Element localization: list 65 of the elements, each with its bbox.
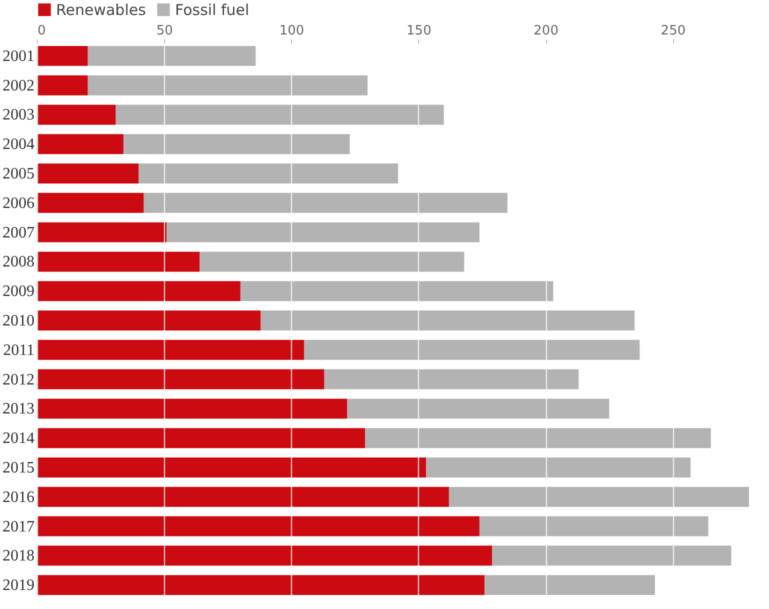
bar <box>37 369 324 390</box>
x-tick-label: 250 <box>660 24 686 38</box>
y-tick-label: 2015 <box>2 459 34 476</box>
bar <box>260 310 635 330</box>
bar <box>166 222 480 242</box>
bar <box>448 486 749 507</box>
bar <box>88 75 368 96</box>
y-tick-label: 2012 <box>2 371 34 388</box>
x-tick-label: 200 <box>534 24 558 38</box>
bar <box>37 192 144 213</box>
x-tick-label: 50 <box>156 24 173 38</box>
bar <box>37 134 124 154</box>
bar <box>37 546 492 566</box>
y-tick-label: 2011 <box>3 342 34 359</box>
bar <box>37 428 366 448</box>
y-tick-label: 2016 <box>2 488 34 506</box>
bar <box>37 340 304 360</box>
bar <box>116 104 444 125</box>
bar <box>37 486 449 507</box>
bar <box>347 398 610 419</box>
x-tick-label: 0 <box>38 24 46 38</box>
y-tick-label: 2002 <box>2 77 34 94</box>
y-tick-label: 2004 <box>2 136 34 154</box>
bar <box>144 192 508 213</box>
y-tick-label: 2006 <box>2 194 34 212</box>
bar <box>37 575 485 596</box>
bar <box>37 310 261 330</box>
legend-label: Renewables <box>56 0 146 19</box>
y-tick-label: 2019 <box>2 577 34 594</box>
bar <box>123 134 350 154</box>
y-tick-label: 2014 <box>2 430 34 448</box>
y-tick-label: 2001 <box>2 48 34 65</box>
y-tick-label: 2017 <box>2 518 34 536</box>
x-tick-label: 100 <box>279 24 304 38</box>
bar <box>37 104 116 125</box>
legend-label: Fossil fuel <box>175 0 250 19</box>
bar <box>37 281 240 302</box>
bar <box>365 428 711 448</box>
bar <box>37 457 426 478</box>
bar <box>304 340 640 360</box>
bar <box>479 516 708 536</box>
bar <box>324 369 579 390</box>
bar <box>200 252 464 272</box>
bar <box>37 516 480 536</box>
bar <box>138 164 398 184</box>
x-tick-label: 150 <box>406 24 432 38</box>
bar <box>37 164 139 184</box>
bar <box>240 281 554 302</box>
y-tick-label: 2018 <box>2 548 34 565</box>
bar <box>37 222 167 242</box>
bar <box>37 75 88 96</box>
bar <box>88 46 256 66</box>
bar <box>37 398 348 419</box>
bar <box>37 46 88 66</box>
y-tick-label: 2007 <box>2 224 34 242</box>
y-tick-label: 2003 <box>2 106 34 124</box>
bar <box>492 546 732 566</box>
bar <box>426 457 691 478</box>
y-tick-label: 2009 <box>2 283 34 300</box>
y-tick-label: 2008 <box>2 254 34 271</box>
bar <box>484 575 655 596</box>
y-tick-label: 2010 <box>2 312 34 330</box>
bar <box>37 252 200 272</box>
y-tick-label: 2013 <box>2 400 34 418</box>
y-tick-label: 2005 <box>2 166 34 183</box>
